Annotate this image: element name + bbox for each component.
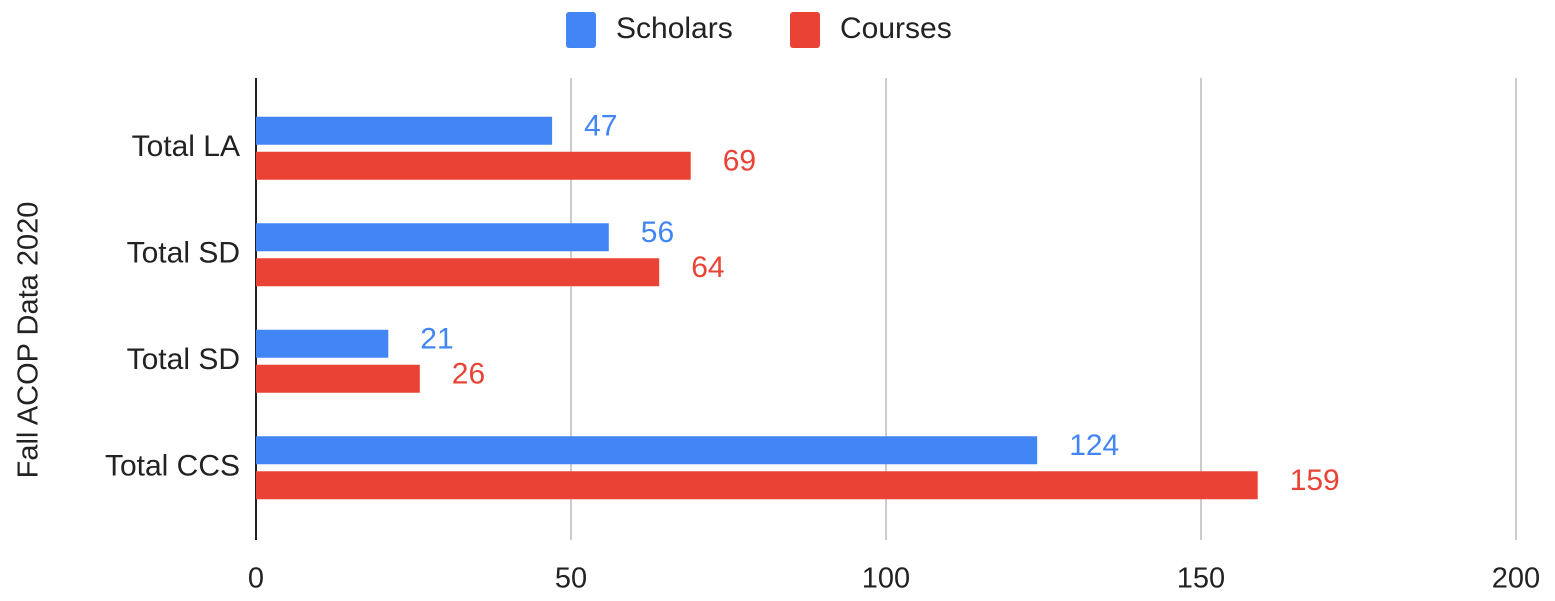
x-tick-label: 200: [1492, 563, 1540, 595]
y-tick-label: Total LA: [132, 130, 240, 163]
bar: [256, 151, 691, 180]
data-label: 124: [1069, 429, 1119, 462]
bar: [256, 436, 1038, 465]
bar: [256, 364, 420, 393]
data-label: 159: [1290, 464, 1340, 497]
bar: [256, 116, 553, 145]
legend-label: Scholars: [616, 12, 733, 45]
data-label: 47: [584, 110, 617, 143]
x-tick-label: 0: [248, 563, 264, 595]
y-axis-title: Fall ACOP Data 2020: [13, 202, 45, 479]
legend-label: Courses: [840, 12, 952, 45]
data-label: 69: [723, 145, 756, 178]
y-tick-label: Total SD: [127, 343, 240, 376]
x-tick-label: 100: [862, 563, 910, 595]
bar: [256, 223, 609, 252]
x-tick-label: 150: [1177, 563, 1225, 595]
bar: [256, 329, 389, 358]
bar: [256, 471, 1258, 500]
data-label: 64: [691, 251, 724, 284]
bar: [256, 258, 660, 287]
y-tick-label: Total CCS: [105, 450, 240, 483]
data-label: 56: [641, 216, 674, 249]
data-label: 21: [420, 323, 453, 356]
legend-swatch: [566, 12, 596, 48]
y-tick-label: Total SD: [127, 237, 240, 270]
data-label: 26: [452, 358, 485, 391]
x-tick-label: 50: [555, 563, 587, 595]
legend-swatch: [790, 12, 820, 48]
